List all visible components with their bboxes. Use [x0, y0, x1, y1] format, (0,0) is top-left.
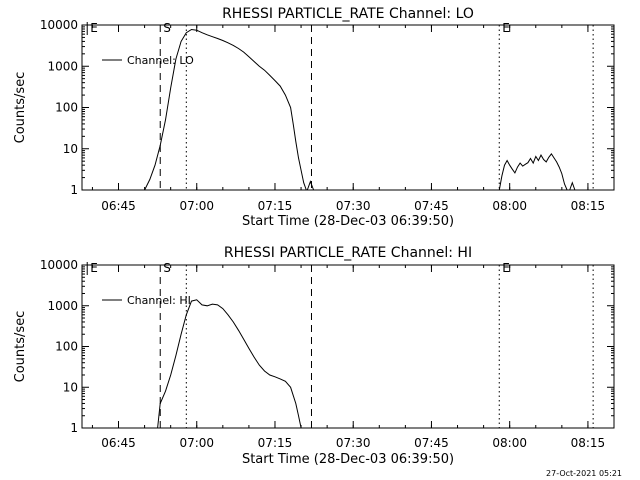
event-marker-label: S — [163, 261, 171, 275]
chart-panel-1: RHESSI PARTICLE_RATE Channel: LO 1 10 100 10… — [13, 6, 615, 229]
x-tick-label: 07:15 — [258, 436, 293, 450]
x-tick-label: 07:00 — [179, 199, 214, 213]
legend-label: Channel: LO — [127, 54, 194, 67]
series-line — [144, 28, 307, 191]
y-tick-label: 10000 — [40, 18, 78, 32]
x-tick-label: 07:45 — [414, 199, 449, 213]
y-tick-label: 100 — [55, 101, 78, 115]
series-line — [306, 180, 315, 191]
x-tick-label: 06:45 — [101, 436, 136, 450]
y-tick-label: 100 — [55, 340, 78, 354]
event-marker-label: E — [502, 261, 510, 275]
series-line — [498, 153, 568, 191]
x-tick-label: 07:15 — [258, 199, 293, 213]
x-tick-label: 08:15 — [571, 436, 606, 450]
event-marker-label: E — [90, 261, 98, 275]
footer-timestamp: 27-Oct-2021 05:21 — [546, 469, 622, 478]
x-tick-label: 07:45 — [414, 436, 449, 450]
chart-panel-2: RHESSI PARTICLE_RATE Channel: HI 1 10 100 10… — [13, 245, 615, 467]
y-axis-label: Counts/sec — [13, 311, 28, 383]
y-axis-label: Counts/sec — [13, 72, 28, 144]
legend-label: Channel: HI — [127, 294, 191, 307]
y-tick-label: 1 — [70, 183, 78, 197]
y-tick-label: 10 — [63, 380, 78, 394]
x-axis-label: Start Time (28-Dec-03 06:39:50) — [242, 214, 454, 229]
x-tick-label: 07:30 — [336, 199, 371, 213]
x-tick-label: 08:15 — [571, 199, 606, 213]
series-line — [157, 299, 302, 429]
x-tick-label: 07:30 — [336, 436, 371, 450]
x-tick-label: 08:00 — [492, 199, 527, 213]
event-marker-label: E — [502, 21, 510, 35]
x-tick-label: 07:00 — [179, 436, 214, 450]
chart-title: RHESSI PARTICLE_RATE Channel: LO — [222, 6, 474, 22]
y-tick-label: 10 — [63, 142, 78, 156]
y-tick-label: 1000 — [47, 299, 78, 313]
event-marker-label: S — [163, 21, 171, 35]
x-tick-label: 08:00 — [492, 436, 527, 450]
x-tick-label: 06:45 — [101, 199, 136, 213]
y-tick-label: 10000 — [40, 258, 78, 272]
chart-title: RHESSI PARTICLE_RATE Channel: HI — [224, 245, 472, 261]
y-tick-label: 1 — [70, 421, 78, 435]
y-tick-label: 1000 — [47, 59, 78, 73]
x-axis-label: Start Time (28-Dec-03 06:39:50) — [242, 452, 454, 467]
event-marker-label: E — [90, 21, 98, 35]
series-line — [569, 181, 576, 191]
